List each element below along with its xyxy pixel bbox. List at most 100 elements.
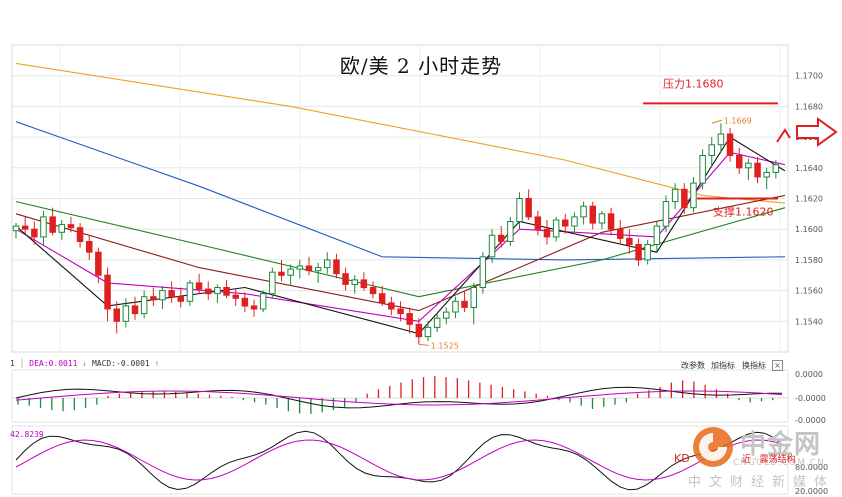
candle-body: [113, 308, 120, 322]
candle-body: [287, 268, 294, 276]
candle-body: [360, 279, 368, 289]
candle-body: [342, 273, 349, 285]
up-tick-arrow-icon: [776, 128, 791, 143]
candle-body: [150, 296, 157, 301]
close-indicator-button[interactable]: ×: [772, 360, 783, 371]
candle-body: [177, 296, 184, 302]
macd-arrow: ↑: [154, 359, 160, 368]
candle-body: [552, 219, 560, 238]
candle-body: [259, 293, 267, 310]
candle-body: [699, 155, 706, 184]
moving-average-line: [15, 121, 786, 261]
candle-body: [488, 234, 496, 258]
kdj-tick-label: 20.0000: [795, 487, 828, 496]
candle-body: [21, 225, 29, 230]
candle-body: [369, 287, 377, 295]
candle-body: [690, 182, 697, 209]
candle-body: [269, 271, 276, 295]
candle-body: [589, 205, 596, 224]
price-level-label: 压力1.1680: [663, 77, 724, 90]
candle-body: [250, 305, 258, 310]
macd-separator: │: [19, 359, 30, 368]
candle-body: [498, 234, 505, 242]
candle-body: [351, 279, 358, 285]
add-indicator-button[interactable]: 加指标: [711, 361, 735, 370]
candle-body: [470, 287, 477, 308]
candle-body: [525, 198, 532, 218]
candle-body: [452, 300, 459, 313]
candle-body: [726, 133, 734, 156]
chart-title: 欧/美 2 小时走势: [339, 54, 503, 78]
price-tick-label: 1.1580: [795, 256, 823, 265]
candle-body: [745, 162, 752, 169]
candle-body: [378, 293, 386, 304]
candle-body: [635, 244, 642, 261]
candle-body: [95, 251, 102, 276]
candle-body: [717, 133, 725, 146]
candle-body: [388, 302, 395, 310]
macd-value: MACD:-0.0001: [91, 359, 150, 368]
candle-body: [424, 326, 432, 338]
kdj-value-label: 42.8239: [10, 430, 44, 439]
cngold-logo-icon: [693, 427, 733, 467]
candle-body: [644, 244, 651, 261]
switch-indicator-button[interactable]: 换指标: [742, 361, 766, 370]
candle-body: [195, 282, 203, 290]
dea-arrow: ↓: [82, 359, 92, 368]
annotation-label: 1.1669: [724, 116, 752, 125]
kdj-k-line: [15, 430, 783, 491]
candle-body: [131, 305, 139, 315]
candle-body: [49, 216, 56, 233]
moving-average-line: [15, 136, 786, 335]
price-tick-label: 1.1540: [795, 317, 823, 326]
macd-panel-frame: [11, 369, 789, 423]
candle-body: [296, 265, 304, 270]
price-tick-label: 1.1700: [795, 72, 823, 81]
candle-body: [461, 300, 468, 308]
candle-body: [433, 317, 441, 328]
candle-body: [223, 287, 230, 296]
price-tick-label: 1.1640: [795, 164, 823, 173]
candle-body: [671, 188, 679, 203]
dea-line: [15, 390, 783, 406]
watermark-brand: 中金网: [740, 430, 822, 460]
candle-body: [708, 144, 715, 157]
macd-tick-label: -0.0000: [795, 394, 826, 403]
candle-body: [278, 271, 285, 276]
candle-body: [607, 213, 615, 230]
candle-body: [562, 219, 569, 227]
candle-body: [662, 201, 670, 227]
watermark-url: CNGOLD.COM.CN: [733, 458, 825, 468]
candle-body: [67, 224, 75, 229]
price-tick-label: 1.1680: [795, 102, 823, 111]
change-params-button[interactable]: 改参数: [681, 361, 705, 370]
candle-body: [772, 164, 780, 173]
candle-body: [543, 228, 551, 238]
candle-body: [406, 313, 413, 325]
kdj-hint-label: KD: [674, 452, 690, 465]
annotation-label: 1.1525: [431, 341, 459, 350]
candle-body: [58, 224, 65, 233]
moving-average-line: [15, 201, 786, 298]
candle-body: [415, 323, 423, 338]
kdj-d-line: [15, 439, 783, 481]
candle-body: [314, 267, 322, 272]
candle-body: [516, 198, 523, 222]
price-tick-label: 1.1620: [795, 195, 823, 204]
candle-body: [754, 162, 761, 178]
candle-body: [140, 296, 148, 315]
candle-body: [40, 216, 47, 238]
macd-indicator-label: 1 │ DEA:0.0011 ↓ MACD:-0.0001 ↑: [10, 359, 159, 368]
candle-body: [205, 288, 212, 295]
candle-body: [626, 237, 633, 245]
candle-body: [507, 221, 514, 242]
annotation-pointer: [711, 119, 722, 124]
candle-body: [31, 228, 38, 238]
candle-body: [598, 213, 606, 224]
candle-body: [305, 265, 313, 272]
candle-body: [241, 297, 249, 307]
candle-body: [159, 290, 166, 301]
dea-value: DEA:0.0011: [29, 359, 78, 368]
candle-body: [479, 256, 487, 288]
